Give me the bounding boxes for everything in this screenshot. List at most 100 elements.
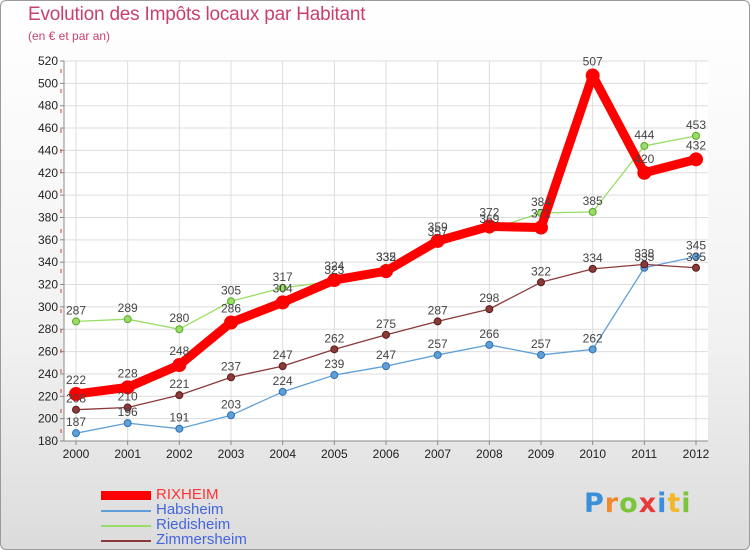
y-tick-label: 520 [38, 54, 58, 68]
data-label-riedisheim: 335 [376, 250, 396, 264]
data-point-zimmersheim [330, 345, 339, 354]
data-point-rixheim [69, 387, 83, 402]
data-label-rixheim: 432 [686, 138, 706, 152]
data-label-rixheim: 359 [428, 220, 448, 234]
data-label-rixheim: 304 [273, 281, 293, 295]
data-label-habsheim: 257 [531, 337, 551, 351]
data-point-riedisheim [588, 207, 597, 216]
legend-swatch-zimmersheim [101, 540, 151, 542]
data-point-rixheim [275, 295, 290, 310]
data-label-zimmersheim: 338 [634, 246, 654, 260]
data-point-rixheim [120, 380, 135, 395]
chart-title: Evolution des Impôts locaux par Habitant [28, 4, 366, 25]
data-label-habsheim: 187 [66, 415, 86, 429]
data-point-habsheim [123, 419, 132, 428]
data-label-riedisheim: 287 [66, 303, 86, 317]
data-label-zimmersheim: 208 [66, 392, 86, 406]
legend-swatch-rixheim [101, 491, 151, 500]
data-point-rixheim [534, 220, 548, 235]
data-point-habsheim [382, 362, 390, 371]
data-point-habsheim [537, 350, 545, 359]
data-label-zimmersheim: 287 [428, 303, 448, 317]
legend-item-zimmersheim: Zimmersheim [101, 531, 301, 548]
y-tick-label: 420 [38, 166, 58, 180]
data-label-riedisheim: 369 [479, 212, 499, 226]
data-point-habsheim [330, 371, 339, 380]
legend-item-rixheim: RIXHEIM [101, 486, 301, 503]
data-label-riedisheim: 280 [169, 311, 189, 325]
x-tick-label: 2011 [631, 447, 657, 461]
y-tick-label: 220 [38, 389, 58, 403]
x-tick-label: 2002 [166, 447, 193, 461]
legend-label-riedisheim: Riedisheim [156, 516, 231, 533]
data-label-rixheim: 332 [376, 250, 396, 264]
data-label-rixheim: 222 [66, 373, 86, 387]
data-label-habsheim: 345 [686, 239, 706, 253]
data-point-zimmersheim [278, 362, 287, 371]
x-tick-label: 2003 [218, 447, 245, 461]
data-label-rixheim: 324 [324, 259, 344, 273]
data-point-habsheim [485, 340, 494, 349]
y-tick-label: 280 [38, 322, 58, 336]
data-label-riedisheim: 357 [428, 225, 448, 239]
data-point-zimmersheim [485, 305, 494, 314]
data-point-rixheim [379, 264, 393, 279]
y-tick-label: 380 [38, 210, 58, 224]
y-tick-label: 260 [38, 345, 58, 359]
data-label-rixheim: 420 [634, 152, 654, 166]
data-label-zimmersheim: 262 [324, 331, 344, 345]
data-point-rixheim [585, 68, 600, 83]
data-label-rixheim: 372 [479, 205, 499, 219]
data-label-habsheim: 239 [324, 357, 344, 371]
x-tick-label: 2012 [683, 447, 710, 461]
data-point-riedisheim [227, 297, 235, 306]
data-point-habsheim [278, 387, 287, 396]
data-point-rixheim [430, 233, 445, 248]
data-point-habsheim [227, 411, 235, 420]
data-point-zimmersheim [537, 278, 545, 287]
x-tick-label: 2006 [373, 447, 400, 461]
x-tick-label: 2000 [63, 447, 90, 461]
y-tick-label: 440 [38, 143, 58, 157]
data-label-riedisheim: 289 [118, 301, 138, 315]
data-label-riedisheim: 444 [634, 128, 654, 142]
data-point-rixheim [482, 219, 497, 234]
y-tick-label: 360 [38, 233, 58, 247]
y-tick-label: 400 [38, 188, 58, 202]
data-point-zimmersheim [433, 317, 442, 326]
data-label-rixheim: 286 [221, 302, 241, 316]
data-label-habsheim: 247 [376, 348, 396, 362]
data-label-zimmersheim: 221 [169, 377, 189, 391]
x-tick-label: 2004 [269, 447, 296, 461]
y-tick-label: 240 [38, 367, 58, 381]
data-point-riedisheim [175, 325, 184, 334]
data-point-habsheim [433, 350, 442, 359]
legend-label-rixheim: RIXHEIM [156, 486, 219, 503]
x-tick-label: 2007 [424, 447, 451, 461]
data-label-habsheim: 191 [169, 411, 189, 425]
data-label-rixheim: 248 [169, 344, 189, 358]
data-label-riedisheim: 384 [531, 195, 551, 209]
data-point-zimmersheim [588, 264, 597, 273]
data-label-zimmersheim: 334 [583, 251, 603, 265]
data-label-habsheim: 203 [221, 397, 241, 411]
data-point-zimmersheim [640, 260, 649, 269]
data-label-habsheim: 224 [273, 374, 293, 388]
x-tick-label: 2010 [579, 447, 606, 461]
y-tick-label: 500 [38, 76, 58, 90]
data-point-zimmersheim [72, 405, 80, 414]
data-point-zimmersheim [692, 263, 700, 272]
y-tick-label: 300 [38, 300, 58, 314]
data-point-habsheim [72, 429, 80, 438]
data-label-zimmersheim: 298 [479, 291, 499, 305]
y-tick-label: 480 [38, 99, 58, 113]
legend-item-habsheim: Habsheim [101, 501, 301, 518]
x-tick-label: 2008 [476, 447, 503, 461]
data-label-riedisheim: 317 [273, 270, 293, 284]
data-point-riedisheim [278, 283, 287, 292]
legend-label-zimmersheim: Zimmersheim [156, 531, 247, 548]
data-point-zimmersheim [123, 403, 132, 412]
data-point-habsheim [692, 252, 700, 261]
